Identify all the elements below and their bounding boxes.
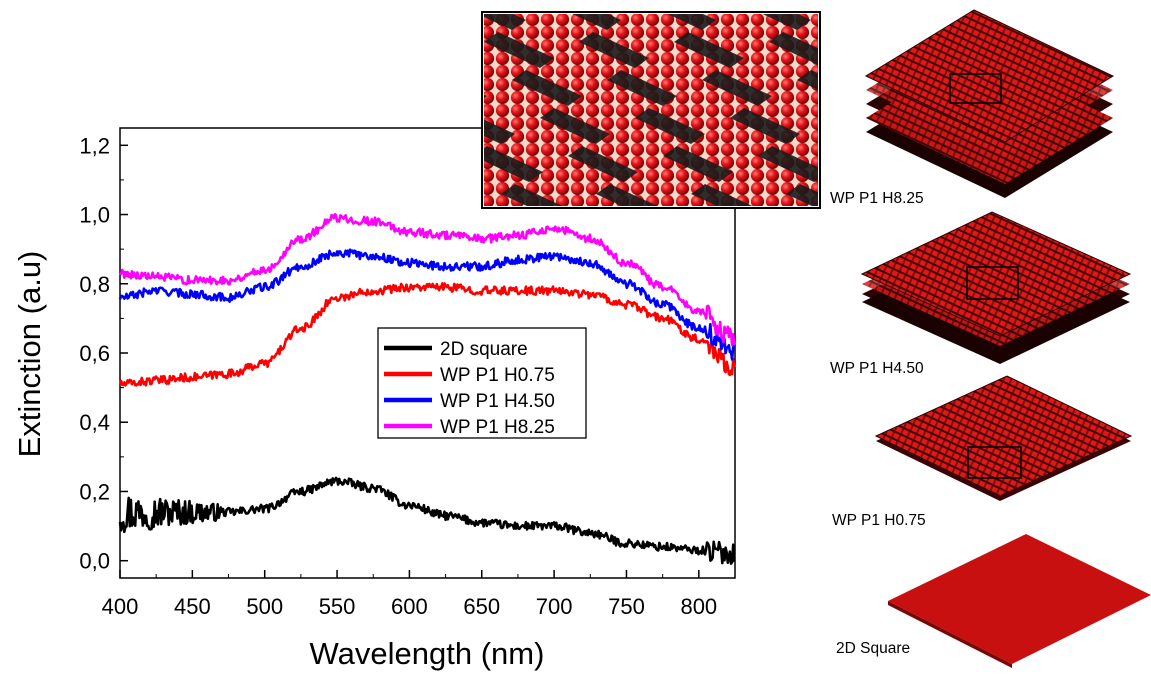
lattice-gap [775,298,845,334]
lattice-gap [747,260,817,296]
lattice-gap [786,184,818,206]
lattice-gap [484,94,487,99]
x-axis-ticks: 400 450 500 550 600 650 700 750 800 [102,570,717,619]
inset-closeup-image [361,0,1151,334]
structure-stack-h075: WP P1 H0.75 [832,375,1133,529]
y-tick-label: 0,4 [79,410,110,435]
lattice-gap [568,146,638,182]
structure-2d-square: 2D Square [836,534,1151,668]
label-wp-p1-h450: WP P1 H4.50 [830,360,924,377]
series-line-0 [118,476,736,565]
lattice-gap [1071,184,1141,220]
legend-label: 2D square [440,339,528,360]
lattice-gap [758,146,818,182]
x-tick-label: 500 [246,594,283,619]
lattice-gap [389,32,459,68]
series-line-3 [118,213,736,347]
lattice-gap [579,32,649,68]
x-axis-label: Wavelength (nm) [310,636,545,671]
y-tick-label: 1,0 [79,203,110,228]
legend-label: WP P1 H8.25 [440,417,555,438]
x-tick-label: 550 [319,594,356,619]
lattice-gap [663,146,733,182]
y-tick-label: 1,2 [79,133,110,158]
lattice-gap [1127,260,1151,296]
structure-stack-h450: WP P1 H4.50 [830,211,1132,377]
lattice-gap [762,14,811,30]
lattice-gap [814,222,884,258]
y-axis-label: Extinction (a.u) [12,251,47,458]
lattice-gap [797,70,818,90]
x-tick-label: 700 [536,594,573,619]
label-2d-square: 2D Square [836,640,910,657]
lattice-gap [719,222,789,258]
series-layer [118,213,736,565]
x-tick-label: 450 [174,594,211,619]
x-tick-label: 800 [680,594,717,619]
lattice-gap [361,0,431,30]
lattice-gap [624,222,694,258]
lattice-gap [635,108,705,144]
lattice-gap [540,108,610,144]
extinction-chart: 400 450 500 550 600 650 700 750 800 0,0 0,2 0,4 0,6… [12,127,736,671]
lattice-gap [769,32,818,65]
lattice-gap [484,119,515,144]
highlight-box-h075 [967,446,1022,479]
lattice-gap [1099,222,1151,258]
lattice-gap [484,146,543,182]
series-line-1 [118,282,736,387]
lattice-gap [730,108,800,144]
y-tick-label: 0,2 [79,479,110,504]
y-axis-ticks: 0,0 0,2 0,4 0,6 0,8 1,0 1,2 [79,133,128,574]
lattice-gap [596,184,658,206]
structure-stack-h825: WP P1 H8.25 [830,9,1115,207]
legend-label: WP P1 H4.50 [440,391,555,412]
x-tick-label: 750 [608,594,645,619]
lattice-gap [836,0,906,30]
highlight-box-h825 [949,73,1002,104]
y-tick-label: 0,0 [79,549,110,574]
lattice-gap [501,184,563,206]
lattice-gap [484,32,554,68]
lattice-gap [572,14,621,30]
lattice-gap [512,70,582,106]
y-tick-label: 0,8 [79,272,110,297]
x-tick-label: 650 [463,594,500,619]
lattice-gap [667,14,716,30]
y-tick-label: 0,6 [79,341,110,366]
lattice-gap [484,14,526,30]
inset-dark-gaps [361,0,1151,334]
x-tick-label: 400 [102,594,139,619]
highlight-box-h450 [966,266,1019,300]
lattice-gap [607,70,677,106]
lattice-gap [702,70,772,106]
lattice-gap [691,184,753,206]
legend-label: WP P1 H0.75 [440,365,555,386]
lattice-gap [674,32,744,68]
x-tick-label: 600 [391,594,428,619]
legend: 2D square WP P1 H0.75 WP P1 H4.50 WP P1 H8.… [377,327,587,439]
series-line-2 [118,248,736,361]
label-wp-p1-h075: WP P1 H0.75 [832,512,926,529]
label-wp-p1-h825: WP P1 H8.25 [830,190,924,207]
